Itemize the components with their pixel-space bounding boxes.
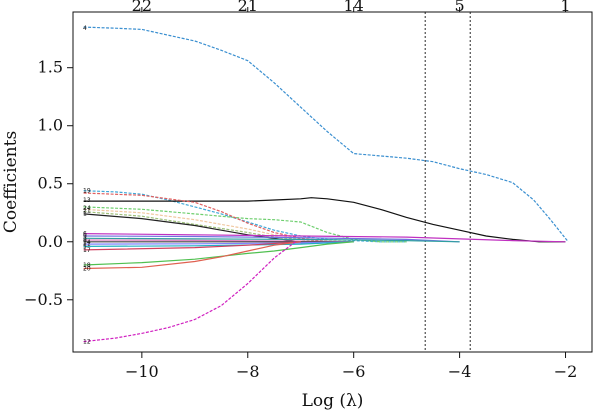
series-tag: 14: [83, 239, 91, 246]
series-tag: 4: [83, 25, 87, 32]
top-tick-label: 14: [344, 0, 364, 15]
series-line-2: [83, 192, 328, 243]
series-line-20: [83, 241, 301, 270]
series-line-24: [83, 206, 407, 243]
x-tick-label: −10: [125, 362, 159, 381]
reference-lines: [424, 12, 471, 352]
series-line-13: [83, 197, 566, 243]
series-line-6: [83, 233, 566, 243]
top-tick-label: 5: [455, 0, 465, 15]
top-tick-label: 22: [132, 0, 152, 15]
top-tick-label: 21: [238, 0, 258, 15]
x-tick-label: −4: [448, 362, 472, 381]
series-tag: 12: [83, 339, 91, 346]
top-tick-label: 1: [560, 0, 570, 15]
x-axis-title: Log (λ): [302, 391, 364, 411]
series-tag: 17: [83, 247, 91, 254]
series-tag: 9: [83, 233, 87, 240]
series-tag: 19: [83, 188, 91, 195]
series-lines: [83, 26, 569, 343]
top-axis: 22 21 14 5 1: [132, 0, 571, 15]
y-tick-label: 0.5: [38, 174, 63, 193]
series-line-4: [83, 26, 569, 243]
x-tick-label: −6: [342, 362, 366, 381]
series-line-9: [83, 235, 460, 243]
series-line-16: [83, 213, 301, 243]
y-tick-label: 1.0: [38, 116, 63, 135]
series-tag: 6: [83, 231, 87, 238]
series-tag: 3: [83, 235, 87, 242]
y-tick-label: 0.0: [38, 232, 63, 251]
series-tag: 20: [83, 265, 91, 272]
series-line-3: [83, 237, 460, 243]
series-tag: 1: [83, 210, 87, 217]
x-tick-label: −2: [554, 362, 578, 381]
plot-frame: [72, 11, 593, 353]
series-tag: 24: [83, 205, 91, 212]
series-tag: 21: [83, 207, 91, 214]
series-line-17: [83, 241, 301, 251]
series-tag: 5: [83, 243, 87, 250]
y-tick-label: −0.5: [24, 290, 63, 309]
series-line-18: [83, 241, 354, 266]
series-tag: 13: [83, 197, 91, 204]
y-axis: −0.5 0.0 0.5 1.0 1.5: [24, 58, 73, 309]
y-tick-label: 1.5: [38, 58, 63, 77]
series-tag: 8: [83, 237, 87, 244]
series-tag: 18: [83, 262, 91, 269]
series-tag: 11: [83, 241, 91, 248]
x-tick-label: −8: [236, 362, 260, 381]
series-line-12: [83, 241, 296, 343]
x-axis: −10 −8 −6 −4 −2: [125, 352, 577, 381]
y-axis-title: Coefficients: [1, 131, 21, 233]
